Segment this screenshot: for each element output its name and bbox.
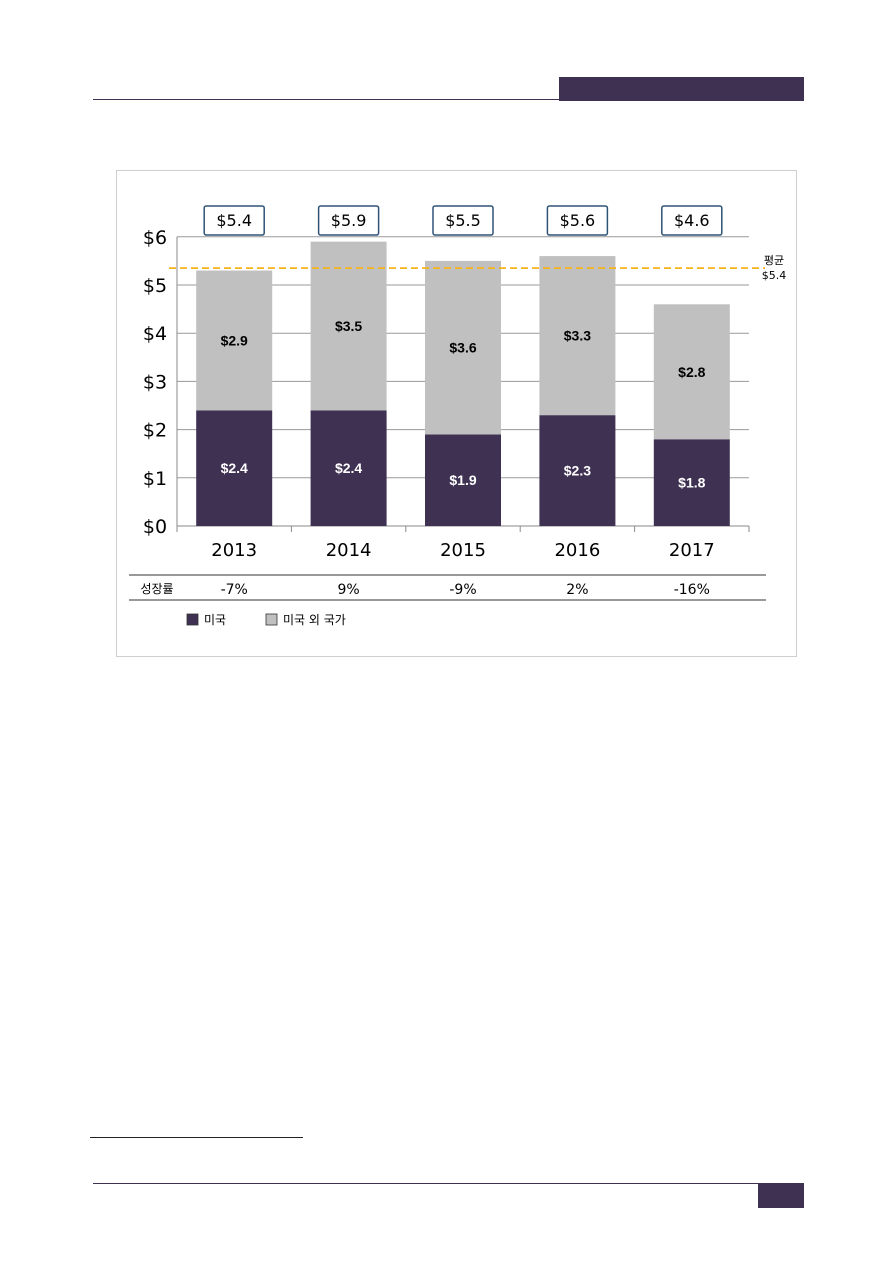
growth-rate: 9%	[337, 582, 359, 598]
total-box	[317, 205, 380, 236]
total-label: $5.6	[560, 211, 596, 230]
bar-segment-non-us	[310, 241, 387, 411]
total-box	[661, 205, 723, 236]
bar-segment-non-us	[425, 260, 501, 435]
total-box	[203, 205, 265, 236]
growth-rate: -7%	[221, 582, 248, 598]
bar-segment-us	[425, 434, 501, 526]
x-tick-label: 2017	[669, 540, 715, 561]
bar-value-label: $2.9	[221, 332, 248, 348]
footer-rule	[93, 1183, 758, 1184]
bar-value-label: $3.5	[335, 318, 362, 334]
legend-label: 미국 외 국가	[283, 613, 346, 627]
stacked-bar-chart: $0 $1 $2 $3 $4 $5 $6 $2.4 $2.9 $5.4 2013 -7% $2.4 $3.…	[129, 205, 787, 627]
x-tick-label: 2014	[326, 540, 372, 561]
y-tick-label: $0	[143, 516, 167, 538]
bar-segment-us	[310, 410, 387, 526]
y-tick-label: $6	[143, 227, 167, 249]
total-box	[546, 205, 609, 236]
bar-value-label: $2.8	[678, 364, 705, 380]
total-label: $5.9	[331, 211, 367, 230]
legend-swatch-non-us	[265, 613, 278, 626]
header-rule	[93, 99, 560, 100]
header-block	[559, 77, 804, 101]
total-box	[432, 205, 494, 236]
x-tick-label: 2013	[211, 540, 257, 561]
growth-rate: -9%	[449, 582, 476, 598]
x-tick-label: 2015	[440, 540, 486, 561]
y-tick-label: $4	[143, 323, 167, 345]
y-tick-label: $1	[143, 468, 167, 490]
bar-segment-us	[539, 415, 616, 526]
average-label: 평균	[764, 254, 784, 267]
total-label: $4.6	[674, 211, 710, 230]
total-label: $5.5	[445, 211, 481, 230]
bar-value-label: $3.6	[449, 340, 476, 356]
bar-value-label: $3.3	[564, 328, 591, 344]
bar-segment-non-us	[539, 256, 616, 416]
bar-value-label: $1.8	[678, 475, 705, 491]
bar-value-label: $1.9	[449, 472, 476, 488]
bar-segment-non-us	[196, 270, 273, 411]
bar-segment-us	[653, 439, 730, 526]
growth-header: 성장률	[140, 582, 173, 596]
average-value: $5.4	[762, 269, 787, 282]
x-tick-label: 2016	[554, 540, 600, 561]
bar-value-label: $2.4	[335, 460, 362, 476]
growth-rate: -16%	[674, 582, 710, 598]
y-tick-label: $3	[143, 371, 167, 393]
bar-segment-us	[196, 410, 273, 526]
growth-rate: 2%	[566, 582, 588, 598]
bar-segment-non-us	[653, 304, 730, 440]
legend-swatch-us	[186, 613, 199, 626]
page-number-block	[758, 1183, 804, 1208]
footnote-rule	[90, 1137, 303, 1138]
total-label: $5.4	[216, 211, 252, 230]
y-tick-label: $5	[143, 275, 167, 297]
legend-label: 미국	[204, 613, 226, 627]
chart-frame: $0 $1 $2 $3 $4 $5 $6 $2.4 $2.9 $5.4 2013 -7% $2.4 $3.…	[116, 170, 797, 657]
bar-value-label: $2.3	[564, 463, 591, 479]
bar-value-label: $2.4	[221, 460, 248, 476]
y-tick-label: $2	[143, 420, 167, 442]
